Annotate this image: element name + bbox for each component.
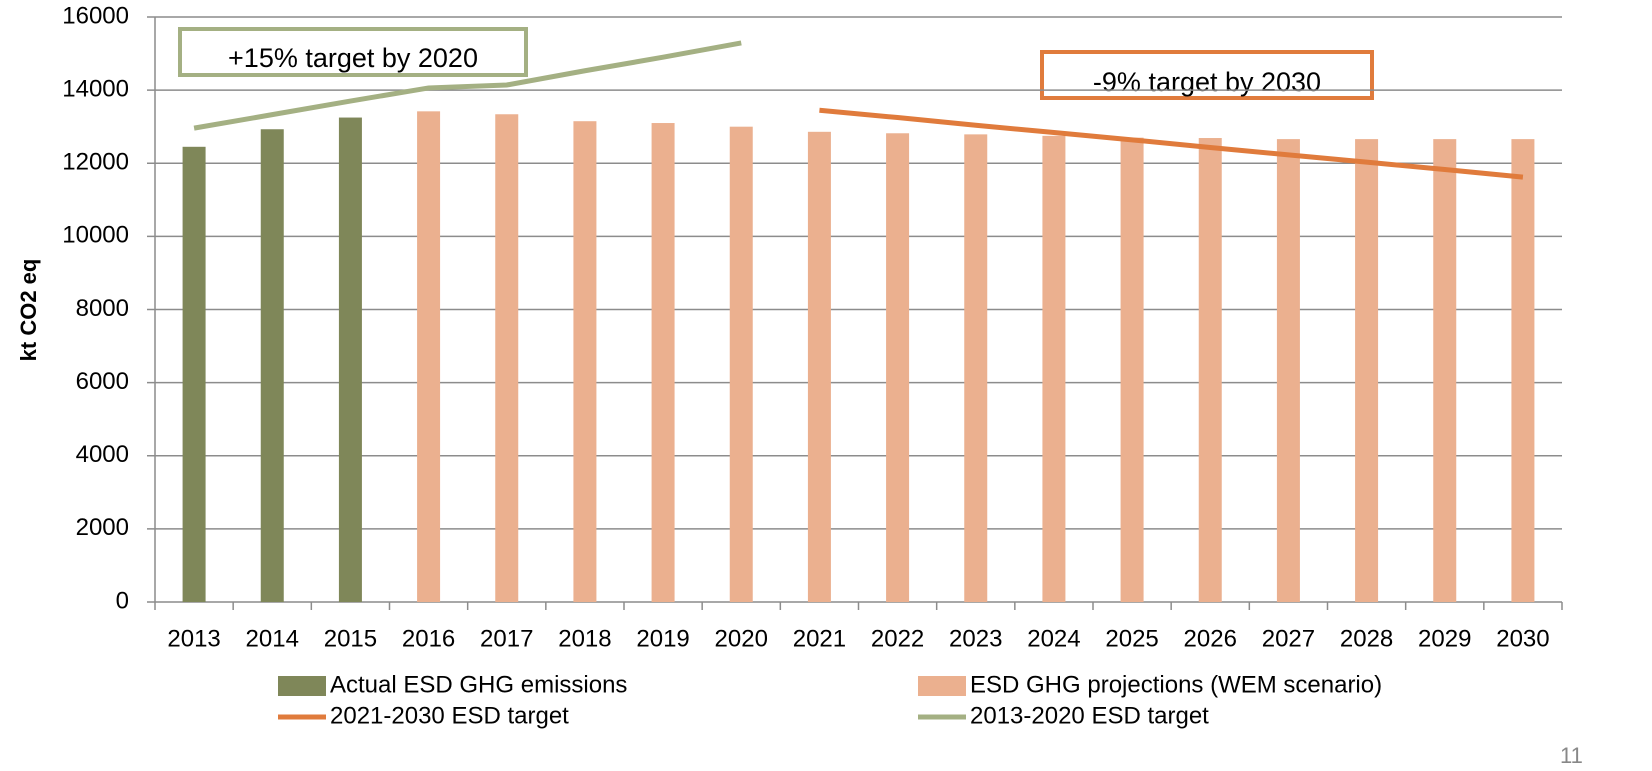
x-tick-label: 2015	[324, 625, 377, 652]
bar	[260, 129, 284, 602]
annotation: +15% target by 2020	[228, 43, 478, 73]
x-tick-label: 2022	[871, 625, 924, 652]
x-tick-label: 2019	[636, 625, 689, 652]
x-tick-label: 2023	[949, 625, 1002, 652]
y-tick-label: 10000	[62, 222, 129, 249]
y-tick-label: 2000	[76, 514, 129, 541]
bar	[1120, 137, 1144, 602]
bar	[729, 126, 753, 602]
legend-swatch	[918, 676, 966, 696]
x-tick-label: 2024	[1027, 625, 1080, 652]
x-tick-label: 2026	[1184, 625, 1237, 652]
bar	[573, 121, 597, 602]
bar	[964, 134, 988, 602]
bar	[1355, 139, 1379, 602]
legend-label: Actual ESD GHG emissions	[330, 671, 627, 698]
y-tick-label: 12000	[62, 149, 129, 176]
bar	[651, 123, 675, 602]
annotation-box	[1040, 50, 1374, 100]
y-tick-label: 4000	[76, 441, 129, 468]
y-tick-label: 8000	[76, 295, 129, 322]
annotation: -9% target by 2030	[1093, 67, 1321, 97]
bar	[417, 111, 441, 603]
line	[193, 40, 742, 131]
x-tick-label: 2028	[1340, 625, 1393, 652]
line	[819, 107, 1524, 180]
x-tick-label: 2029	[1418, 625, 1471, 652]
x-tick-label: 2014	[246, 625, 299, 652]
x-tick-label: 2021	[793, 625, 846, 652]
annotation-box	[178, 27, 528, 77]
y-axis-label: kt CO2 eq	[16, 259, 41, 362]
y-tick-label: 14000	[62, 75, 129, 102]
bar	[495, 114, 519, 602]
bar	[1433, 139, 1457, 602]
x-tick-label: 2013	[167, 625, 220, 652]
y-tick-label: 6000	[76, 368, 129, 395]
x-tick-label: 2017	[480, 625, 533, 652]
x-tick-label: 2025	[1105, 625, 1158, 652]
bar	[338, 117, 362, 602]
bar	[1511, 139, 1535, 602]
bar	[1198, 138, 1222, 602]
bar	[1276, 139, 1300, 602]
legend-label: ESD GHG projections (WEM scenario)	[970, 671, 1382, 698]
x-tick-label: 2016	[402, 625, 455, 652]
x-tick-label: 2018	[558, 625, 611, 652]
bar	[1042, 135, 1066, 602]
page-number: 11	[1560, 743, 1583, 768]
y-tick-label: 0	[116, 587, 129, 614]
bar	[182, 146, 206, 602]
bar	[886, 133, 910, 603]
x-tick-label: 2020	[715, 625, 768, 652]
y-tick-label: 16000	[62, 2, 129, 29]
legend-label: 2013-2020 ESD target	[970, 702, 1209, 729]
x-tick-label: 2027	[1262, 625, 1315, 652]
legend-swatch	[278, 676, 326, 696]
legend-label: 2021-2030 ESD target	[330, 702, 569, 729]
bar	[807, 131, 831, 602]
x-tick-label: 2030	[1496, 625, 1549, 652]
